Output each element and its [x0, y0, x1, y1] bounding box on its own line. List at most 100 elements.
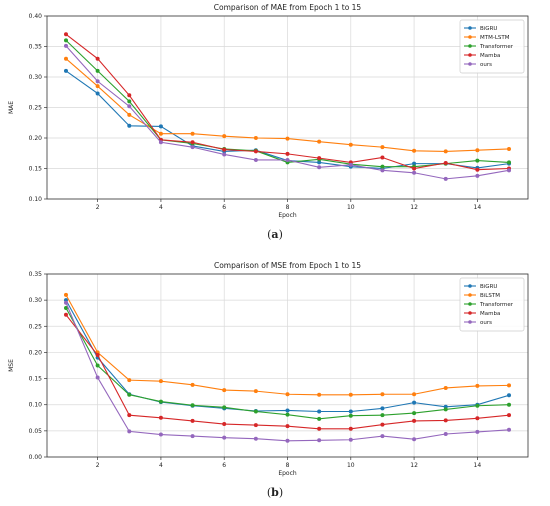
mse-point-mamba	[190, 418, 195, 423]
mae-point-mamba	[443, 161, 448, 166]
mse-point-ours	[380, 434, 385, 439]
mse-point-mamba	[317, 426, 322, 431]
mae-point-ours	[443, 176, 448, 181]
mae-point-ours	[158, 140, 163, 145]
mse-point-bilstm	[317, 392, 322, 397]
mae-legend-label-mtm-lstm: MTM-LSTM	[480, 35, 510, 41]
mae-point-mtm-lstm	[95, 84, 100, 89]
mae-point-mtm-lstm	[475, 148, 480, 153]
mae-legend-label-bigru: BiGRU	[480, 26, 497, 32]
mae-point-ours	[222, 152, 227, 157]
mse-legend-label-ours: ours	[480, 320, 492, 326]
caption-b: (b)	[0, 486, 550, 499]
mae-point-ours	[285, 157, 290, 162]
mse-y-tick-label: 0.25	[29, 323, 43, 330]
mae-point-mtm-lstm	[443, 149, 448, 154]
caption-a-open: (	[267, 228, 272, 241]
mse-point-transformer	[63, 305, 68, 310]
mae-point-mamba	[127, 93, 132, 98]
mae-legend-box	[459, 19, 525, 74]
mse-x-tick-label: 6	[222, 462, 226, 469]
mse-point-transformer	[380, 413, 385, 418]
caption-b-open: (	[266, 486, 272, 499]
mse-point-transformer	[507, 402, 512, 407]
mse-point-transformer	[222, 405, 227, 410]
mae-x-tick-label: 4	[159, 204, 163, 211]
mse-x-tick-label: 8	[286, 462, 290, 469]
mse-point-mamba	[507, 413, 512, 418]
mse-point-bilstm	[253, 389, 258, 394]
mse-point-bilstm	[63, 292, 68, 297]
mae-point-bigru	[63, 68, 68, 73]
mae-series-ours	[63, 43, 512, 181]
mse-point-ours	[412, 437, 417, 442]
mae-point-transformer	[475, 158, 480, 163]
mse-legend-label-mamba: Mamba	[480, 311, 500, 317]
mae-chart-panel: Comparison of MAE from Epoch 1 to 15 2 4 6 8…	[0, 0, 550, 250]
mae-point-transformer	[63, 38, 68, 43]
mse-y-tick-label: 0.20	[29, 349, 43, 356]
mse-point-transformer	[348, 413, 353, 418]
mse-y-tick-label: 0.30	[29, 297, 43, 304]
mae-y-tick-label: 0.20	[29, 135, 43, 142]
mse-legend: BiGRU BiLSTM Transformer Mamba ours	[459, 277, 525, 332]
mse-point-ours	[285, 438, 290, 443]
mse-point-bilstm	[158, 379, 163, 384]
mse-y-axis-label: MSE	[8, 359, 15, 372]
mae-point-bigru	[127, 123, 132, 128]
mse-point-bigru	[285, 408, 290, 413]
mae-point-transformer	[380, 164, 385, 169]
mse-point-bilstm	[380, 392, 385, 397]
mae-legend-label-ours: ours	[480, 62, 492, 68]
mse-legend-box	[459, 277, 525, 332]
mse-point-ours	[253, 436, 258, 441]
mse-point-transformer	[95, 363, 100, 368]
mse-point-mamba	[348, 426, 353, 431]
mse-point-transformer	[412, 411, 417, 416]
mae-point-mamba	[475, 167, 480, 172]
mae-point-mamba	[222, 147, 227, 152]
mae-point-ours	[348, 162, 353, 167]
mse-legend-marker-transformer	[468, 302, 472, 306]
mse-series-bilstm	[63, 292, 512, 397]
mse-point-ours	[63, 300, 68, 305]
mae-series-mtm-lstm	[63, 56, 512, 154]
mse-legend-label-bigru: BiGRU	[480, 284, 497, 290]
mse-legend-label-bilstm: BiLSTM	[480, 293, 500, 299]
mae-point-ours	[475, 173, 480, 178]
mae-legend-marker-mtm-lstm	[468, 35, 472, 39]
mse-y-tick-label: 0.05	[29, 428, 43, 435]
mae-series-mamba	[63, 32, 512, 172]
mae-x-axis-label: Epoch	[278, 212, 297, 219]
mae-point-ours	[317, 165, 322, 170]
mse-point-mamba	[380, 422, 385, 427]
mae-legend-marker-transformer	[468, 44, 472, 48]
mse-point-ours	[127, 429, 132, 434]
caption-b-close: )	[278, 486, 284, 499]
mse-point-mamba	[158, 415, 163, 420]
mse-point-ours	[507, 427, 512, 432]
mse-point-mamba	[95, 353, 100, 358]
mae-point-mtm-lstm	[190, 131, 195, 136]
mae-legend-marker-mamba	[468, 53, 472, 57]
mae-point-mtm-lstm	[317, 139, 322, 144]
mae-point-ours	[63, 43, 68, 48]
mae-point-mtm-lstm	[348, 142, 353, 147]
mse-grid	[47, 273, 528, 458]
mae-point-mamba	[285, 151, 290, 156]
mae-x-tick-label: 8	[286, 204, 290, 211]
mae-point-ours	[253, 157, 258, 162]
mse-x-tick-label: 4	[159, 462, 163, 469]
mae-point-mamba	[253, 149, 258, 154]
mse-y-tick-label: 0.15	[29, 376, 43, 383]
mae-y-tick-label: 0.30	[29, 74, 43, 81]
mse-series-transformer	[63, 305, 512, 421]
mae-x-tick-label: 10	[347, 204, 355, 211]
mse-point-ours	[317, 438, 322, 443]
mae-legend: BiGRU MTM-LSTM Transformer Mamba ours	[459, 19, 525, 74]
mae-point-ours	[127, 104, 132, 109]
mse-chart-panel: Comparison of MSE from Epoch 1 to 15 2 4 6 8…	[0, 258, 550, 506]
mae-point-mtm-lstm	[158, 131, 163, 136]
mse-point-bilstm	[285, 392, 290, 397]
mae-point-mamba	[63, 32, 68, 37]
